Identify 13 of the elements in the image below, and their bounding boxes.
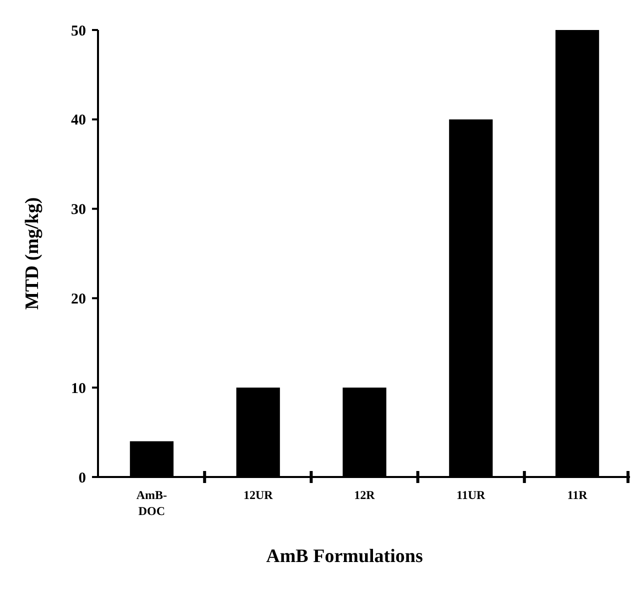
x-tick-label: AmB-DOC (136, 488, 168, 518)
y-tick-label: 40 (71, 112, 86, 129)
y-tick-label: 30 (71, 202, 86, 218)
y-tick-label: 0 (78, 470, 86, 486)
y-axis-title: MTD (mg/kg) (22, 197, 43, 310)
x-tick-label: 11R (567, 488, 588, 502)
x-tick-label: 12R (354, 488, 376, 502)
y-tick-label: 50 (71, 23, 86, 40)
x-tick-label: 12UR (243, 488, 274, 502)
y-tick-label: 10 (71, 380, 86, 397)
y-tick-label: 20 (71, 291, 86, 308)
x-axis-title: AmB Formulations (266, 546, 423, 567)
x-tick-label: 11UR (456, 488, 486, 502)
